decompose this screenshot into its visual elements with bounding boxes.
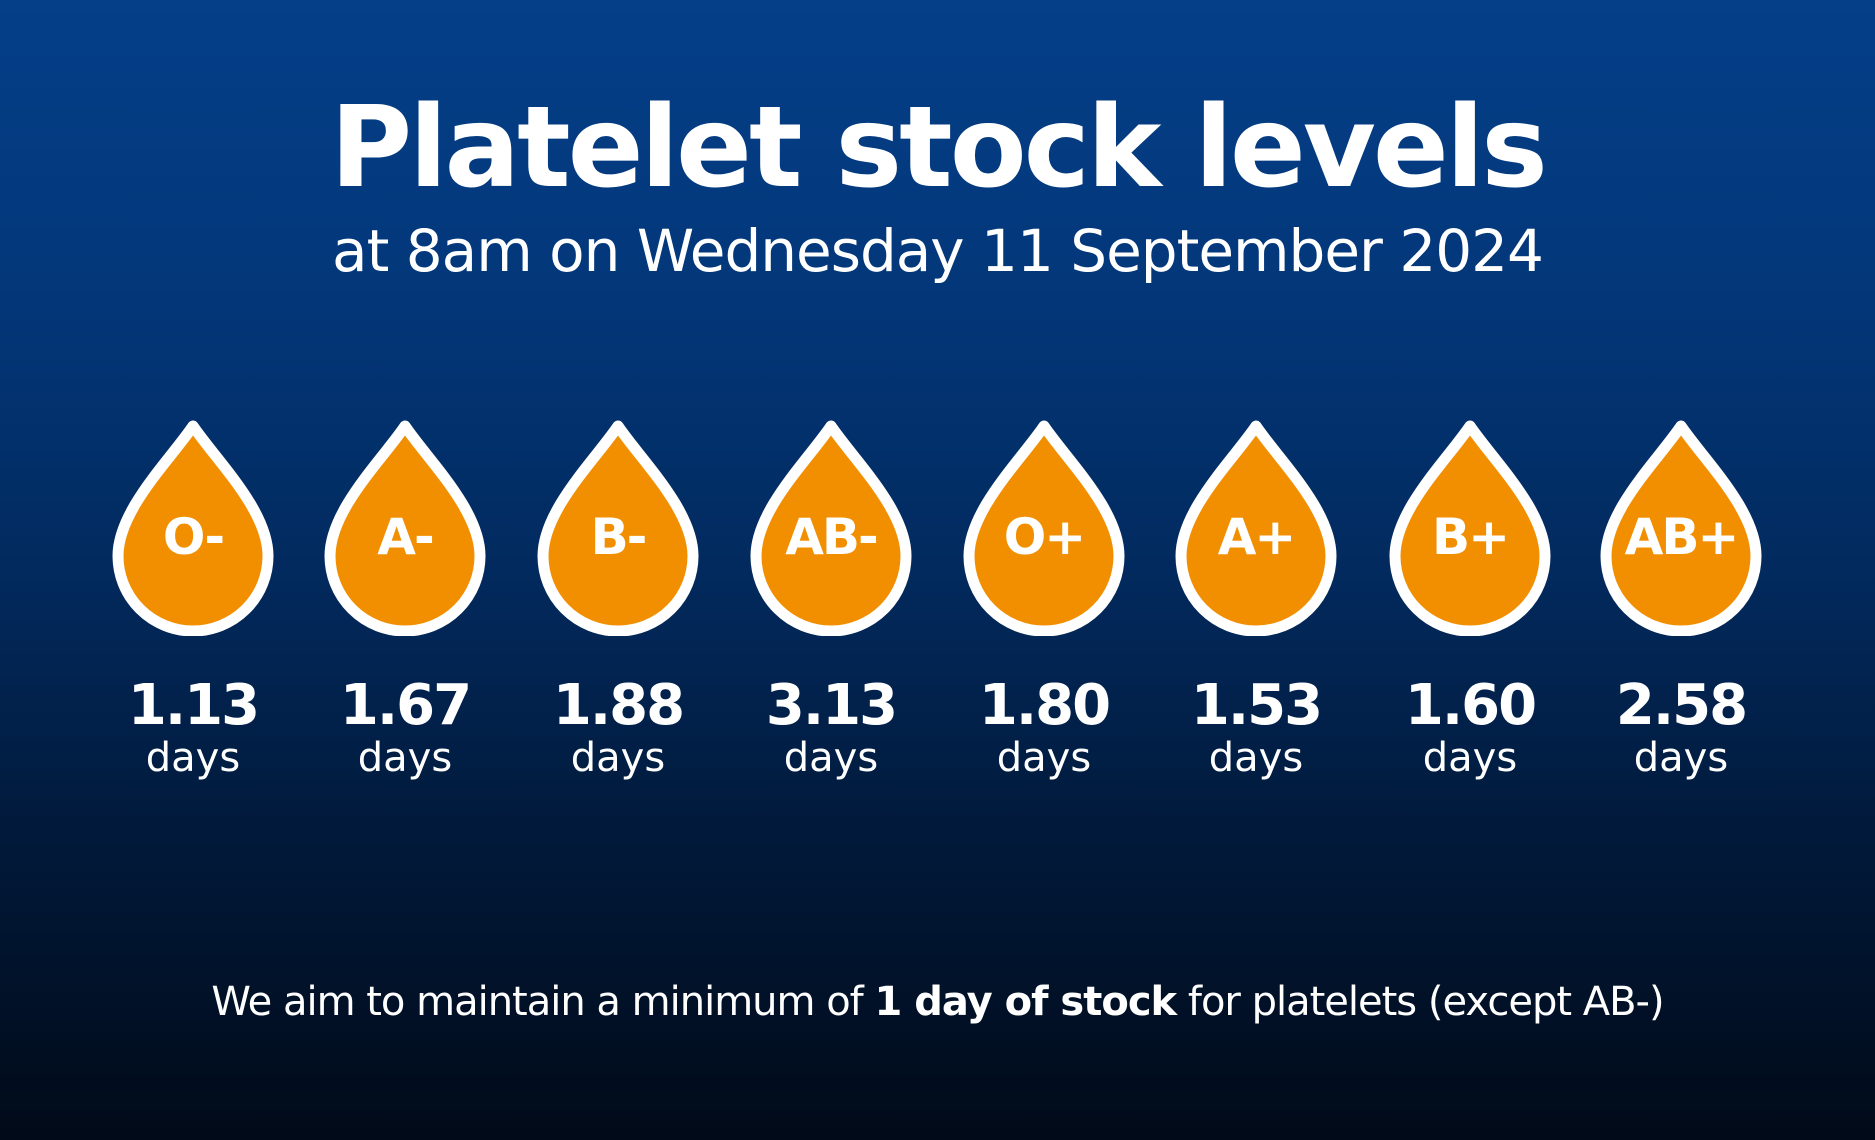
stock-days-value: 3.13	[765, 673, 898, 738]
blood-drop-icon	[1600, 420, 1762, 636]
blood-group-label: AB+	[1624, 508, 1740, 566]
blood-drop-icon	[112, 420, 274, 636]
blood-drop-icon	[324, 420, 486, 636]
blood-group-label: A+	[1217, 508, 1297, 566]
stock-days-value: 1.53	[1190, 673, 1323, 738]
stock-days-unit: days	[1208, 735, 1304, 781]
blood-drop-icon	[1175, 420, 1337, 636]
stock-item-ab-neg: AB- 3.13 days	[736, 420, 926, 778]
blood-drop-icon	[750, 420, 912, 636]
stock-levels-row: O- 1.13 days A- 1.67 days B- 1.88 days A…	[0, 420, 1875, 800]
blood-drop-icon	[537, 420, 699, 636]
footer-note: We aim to maintain a minimum of 1 day of…	[0, 982, 1875, 1022]
stock-days-unit: days	[145, 735, 241, 781]
blood-drop-icon	[1389, 420, 1551, 636]
blood-drop-icon	[963, 420, 1125, 636]
footer-prefix: We aim to maintain a minimum of	[211, 979, 875, 1025]
stock-days-value: 1.13	[127, 673, 260, 738]
stock-item-a-neg: A- 1.67 days	[310, 420, 500, 778]
stock-item-ab-pos: AB+ 2.58 days	[1586, 420, 1776, 778]
page-subtitle: at 8am on Wednesday 11 September 2024	[332, 217, 1544, 285]
footer-suffix: for platelets (except AB-)	[1176, 979, 1665, 1025]
stock-item-b-neg: B- 1.88 days	[523, 420, 713, 778]
blood-group-label: AB-	[785, 508, 879, 566]
stock-days-value: 1.67	[339, 673, 472, 738]
stock-days-unit: days	[1422, 735, 1518, 781]
blood-group-label: B-	[590, 508, 648, 566]
blood-group-label: O+	[1003, 508, 1086, 566]
footer-emphasis: 1 day of stock	[874, 979, 1177, 1025]
stock-days-unit: days	[357, 735, 453, 781]
blood-group-label: A-	[377, 508, 434, 566]
stock-days-unit: days	[570, 735, 666, 781]
stock-days-value: 1.80	[978, 673, 1111, 738]
stock-days-unit: days	[996, 735, 1092, 781]
stock-item-o-neg: O- 1.13 days	[98, 420, 288, 778]
stock-days-value: 1.88	[552, 673, 685, 738]
stock-days-unit: days	[1633, 735, 1729, 781]
page-title: Platelet stock levels	[330, 83, 1548, 213]
stock-days-value: 1.60	[1404, 673, 1537, 738]
stock-item-b-pos: B+ 1.60 days	[1375, 420, 1565, 778]
stock-days-value: 2.58	[1615, 673, 1748, 738]
stock-days-unit: days	[783, 735, 879, 781]
blood-group-label: O-	[162, 508, 225, 566]
stock-item-a-pos: A+ 1.53 days	[1161, 420, 1351, 778]
blood-group-label: B+	[1431, 508, 1510, 566]
stock-item-o-pos: O+ 1.80 days	[949, 420, 1139, 778]
